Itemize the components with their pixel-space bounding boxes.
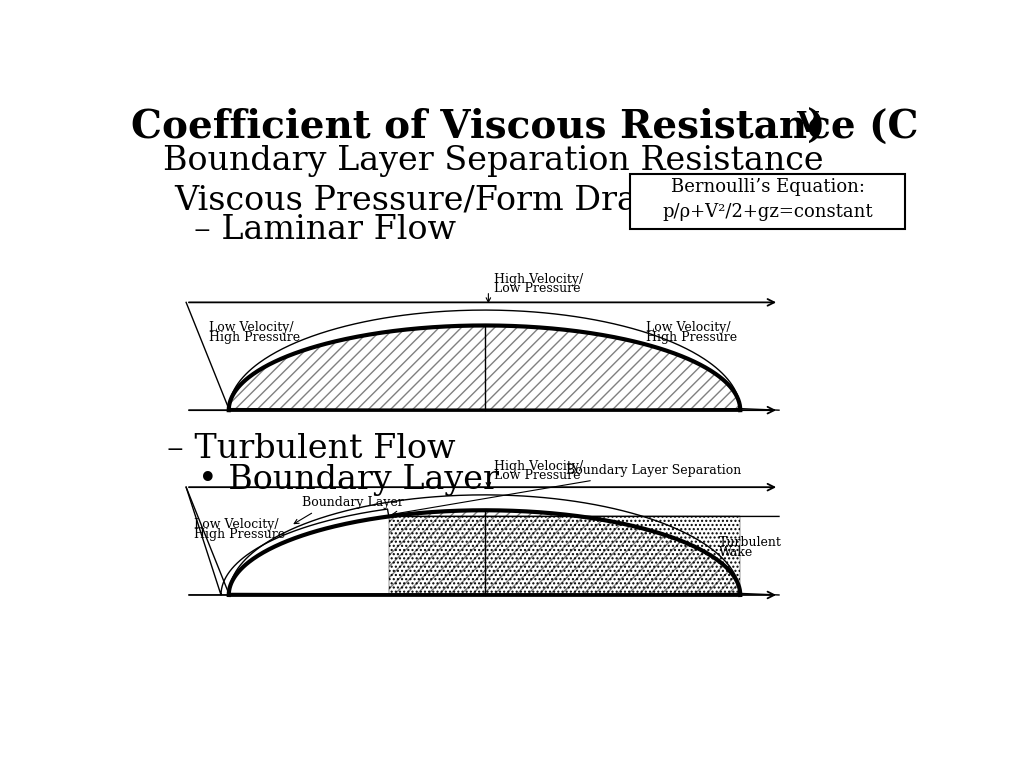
Text: • Boundary Layer: • Boundary Layer	[198, 464, 499, 496]
Polygon shape	[228, 326, 740, 410]
Text: Coefficient of Viscous Resistance (C: Coefficient of Viscous Resistance (C	[131, 108, 919, 146]
Text: Low Velocity/: Low Velocity/	[209, 321, 294, 334]
Text: V: V	[796, 111, 818, 137]
Bar	[389, 516, 740, 595]
Text: – Laminar Flow: – Laminar Flow	[194, 214, 456, 246]
Text: Boundary Layer Separation: Boundary Layer Separation	[566, 464, 741, 477]
Text: p/ρ+V²/2+gz=constant: p/ρ+V²/2+gz=constant	[663, 203, 873, 221]
Text: Low Pressure: Low Pressure	[494, 283, 581, 296]
Bar	[389, 516, 740, 595]
Text: – Turbulent Flow: – Turbulent Flow	[167, 433, 456, 465]
Text: Wake: Wake	[719, 546, 753, 559]
Bar	[630, 174, 905, 229]
Text: ): )	[807, 108, 825, 146]
Text: Bernoulli’s Equation:: Bernoulli’s Equation:	[671, 178, 864, 197]
Text: High Pressure: High Pressure	[194, 528, 285, 541]
Text: Low Pressure: Low Pressure	[494, 468, 581, 482]
Text: High Velocity/: High Velocity/	[494, 273, 583, 286]
Text: Boundary Layer Separation Resistance: Boundary Layer Separation Resistance	[163, 144, 823, 177]
Text: Low Velocity/: Low Velocity/	[194, 518, 279, 531]
Text: High Pressure: High Pressure	[209, 331, 300, 344]
Text: High Velocity/: High Velocity/	[494, 459, 583, 472]
Text: Low Velocity/: Low Velocity/	[646, 321, 730, 334]
Text: High Pressure: High Pressure	[646, 331, 737, 344]
Text: Turbulent: Turbulent	[719, 536, 781, 549]
Polygon shape	[389, 510, 740, 595]
Text: Viscous Pressure/Form Drag: Viscous Pressure/Form Drag	[174, 184, 658, 217]
Text: Boundary Layer: Boundary Layer	[302, 495, 404, 508]
